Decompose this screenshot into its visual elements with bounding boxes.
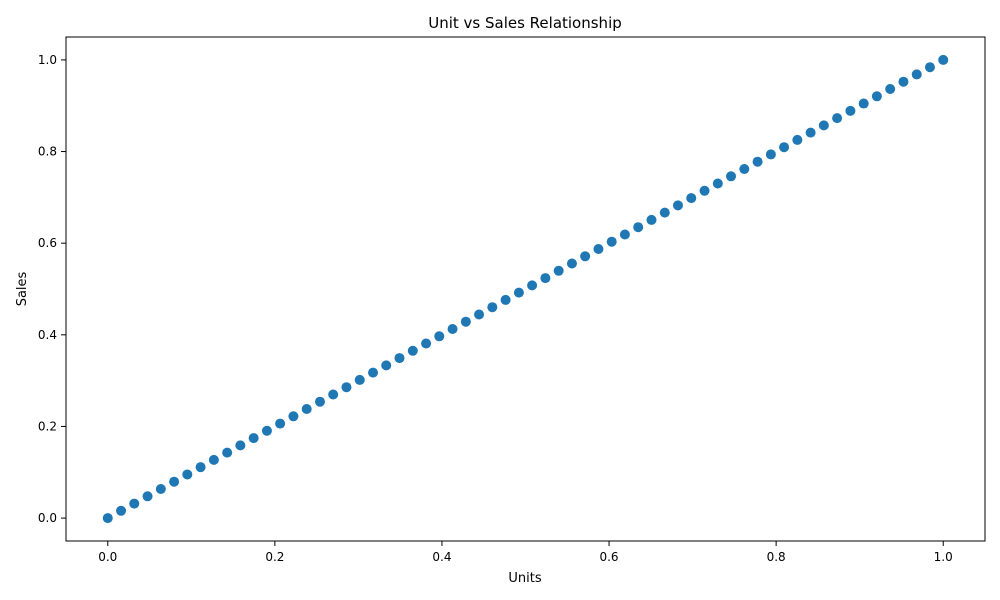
data-point xyxy=(142,491,153,502)
plot-frame xyxy=(65,36,986,542)
data-point xyxy=(447,323,458,334)
data-point xyxy=(911,69,922,80)
data-point xyxy=(116,505,127,516)
data-point xyxy=(513,287,524,298)
data-point xyxy=(633,222,644,233)
y-tick-label: 0.0 xyxy=(38,511,57,525)
data-point xyxy=(500,294,511,305)
data-point xyxy=(593,244,604,255)
data-point xyxy=(871,91,882,102)
data-point xyxy=(288,411,299,422)
data-point xyxy=(102,513,113,524)
data-point xyxy=(354,374,365,385)
x-tick-label: 1.0 xyxy=(934,550,953,564)
data-point xyxy=(169,476,180,487)
x-tick-label: 0.4 xyxy=(432,550,451,564)
data-point xyxy=(182,469,193,480)
data-point xyxy=(699,185,710,196)
data-point xyxy=(885,84,896,95)
data-point xyxy=(460,316,471,327)
x-tick-label: 0.0 xyxy=(98,550,117,564)
y-tick-label: 0.6 xyxy=(38,236,57,250)
data-point xyxy=(858,98,869,109)
data-point xyxy=(712,178,723,189)
data-point xyxy=(235,440,246,451)
data-point xyxy=(659,207,670,218)
data-point xyxy=(155,483,166,494)
y-axis-label: Sales xyxy=(15,271,30,306)
y-axis-ticks: 0.0 0.2 0.4 0.6 0.8 1.0 xyxy=(38,53,66,525)
data-point xyxy=(765,149,776,160)
data-point xyxy=(527,280,538,291)
data-point xyxy=(328,389,339,400)
data-point xyxy=(686,193,697,204)
data-point xyxy=(474,309,485,320)
data-point xyxy=(792,134,803,145)
data-point xyxy=(434,331,445,342)
data-point xyxy=(487,302,498,313)
data-point xyxy=(381,360,392,371)
x-tick-label: 0.8 xyxy=(767,550,786,564)
x-axis-ticks: 0.0 0.2 0.4 0.6 0.8 1.0 xyxy=(98,541,953,564)
data-point xyxy=(195,462,206,473)
data-point xyxy=(805,127,816,138)
data-point xyxy=(924,62,935,73)
data-point xyxy=(407,345,418,356)
data-point xyxy=(222,447,233,458)
data-point xyxy=(553,265,564,276)
y-tick-label: 1.0 xyxy=(38,53,57,67)
data-point xyxy=(818,120,829,131)
data-point xyxy=(739,164,750,175)
data-point xyxy=(566,258,577,269)
data-point xyxy=(845,105,856,116)
data-point xyxy=(275,418,286,429)
x-tick-label: 0.6 xyxy=(599,550,618,564)
data-point xyxy=(261,425,272,436)
data-point xyxy=(580,251,591,262)
y-tick-label: 0.4 xyxy=(38,328,57,342)
y-tick-label: 0.8 xyxy=(38,145,57,159)
data-point xyxy=(832,113,843,124)
data-points xyxy=(102,54,949,524)
data-point xyxy=(314,396,325,407)
data-point xyxy=(248,433,259,444)
data-point xyxy=(341,382,352,393)
chart-title: Unit vs Sales Relationship xyxy=(428,14,622,32)
data-point xyxy=(646,214,657,225)
data-point xyxy=(606,236,617,247)
data-point xyxy=(129,498,140,509)
data-point xyxy=(938,54,949,65)
data-point xyxy=(752,156,763,167)
data-point xyxy=(421,338,432,349)
data-point xyxy=(672,200,683,211)
x-axis-label: Units xyxy=(508,571,541,586)
data-point xyxy=(301,403,312,414)
data-point xyxy=(540,273,551,284)
data-point xyxy=(619,229,630,240)
data-point xyxy=(779,142,790,153)
data-point xyxy=(898,76,909,87)
data-point xyxy=(726,171,737,182)
data-point xyxy=(368,367,379,378)
x-tick-label: 0.2 xyxy=(265,550,284,564)
y-tick-label: 0.2 xyxy=(38,419,57,433)
data-point xyxy=(394,353,405,364)
data-point xyxy=(208,454,219,465)
